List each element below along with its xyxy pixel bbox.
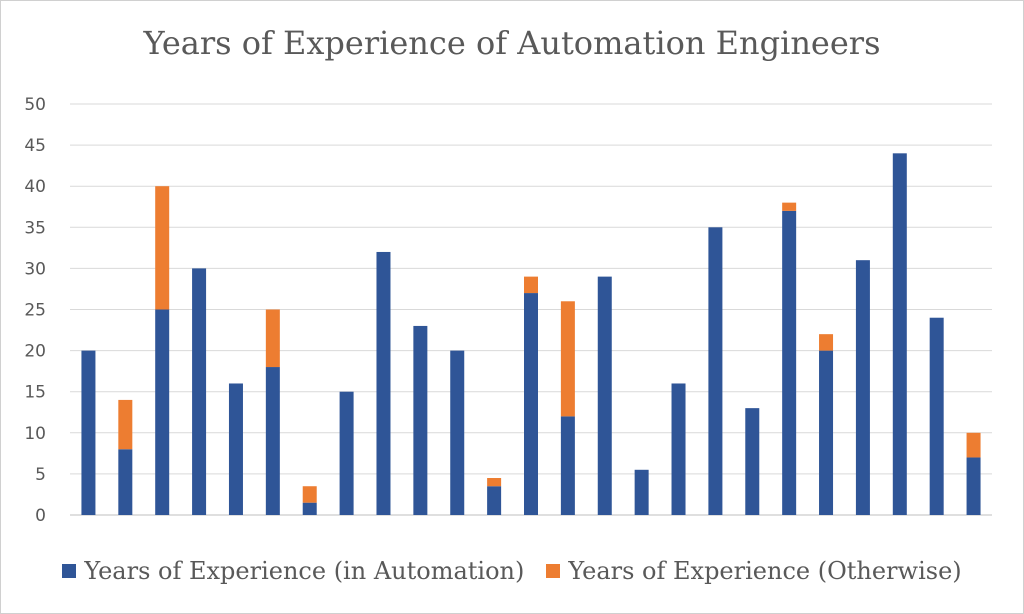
bar-automation bbox=[81, 350, 96, 515]
y-tick-label: 20 bbox=[24, 342, 46, 362]
bar-automation bbox=[671, 383, 686, 515]
legend-label-otherwise: Years of Experience (Otherwise) bbox=[568, 557, 962, 585]
y-tick-label: 5 bbox=[35, 465, 46, 485]
y-tick-label: 40 bbox=[24, 177, 46, 197]
y-tick-label: 45 bbox=[24, 136, 46, 156]
bar-automation bbox=[966, 457, 981, 515]
bar-automation bbox=[524, 293, 538, 515]
bar-otherwise bbox=[487, 478, 502, 487]
y-tick-label: 15 bbox=[24, 383, 46, 403]
legend: Years of Experience (in Automation) Year… bbox=[0, 557, 1024, 585]
y-tick-label: 0 bbox=[35, 506, 46, 526]
bar-automation bbox=[413, 325, 428, 515]
y-tick-label: 25 bbox=[24, 301, 46, 321]
bar-otherwise bbox=[819, 334, 834, 351]
bar-automation bbox=[265, 367, 280, 515]
bar-otherwise bbox=[524, 276, 538, 294]
bar-automation bbox=[708, 227, 723, 516]
bar-otherwise bbox=[302, 486, 317, 503]
bar-automation bbox=[597, 276, 612, 515]
y-axis-ticks: 0 5 10 15 20 25 30 35 40 45 50 bbox=[24, 95, 46, 526]
bar-otherwise bbox=[782, 202, 797, 211]
y-tick-label: 30 bbox=[24, 259, 46, 279]
bar-automation bbox=[634, 469, 649, 515]
bar-automation bbox=[929, 317, 944, 515]
bar-automation bbox=[855, 260, 870, 515]
y-tick-label: 50 bbox=[24, 95, 46, 115]
bar-automation bbox=[745, 408, 760, 515]
bar-otherwise bbox=[118, 399, 133, 450]
bar-automation bbox=[118, 449, 133, 515]
bar-automation bbox=[819, 350, 834, 515]
bar-automation bbox=[302, 502, 317, 515]
legend-label-automation: Years of Experience (in Automation) bbox=[84, 557, 525, 585]
bar-automation bbox=[487, 486, 502, 515]
chart-title: Years of Experience of Automation Engine… bbox=[143, 24, 881, 62]
bar-automation bbox=[228, 383, 243, 515]
bar-otherwise bbox=[560, 301, 575, 417]
legend-swatch-otherwise bbox=[546, 564, 561, 578]
bar-automation bbox=[560, 416, 575, 515]
bar-automation bbox=[450, 350, 465, 515]
bar-automation bbox=[155, 309, 170, 515]
bar-otherwise bbox=[265, 309, 280, 368]
y-tick-label: 10 bbox=[24, 424, 46, 444]
bar-otherwise bbox=[155, 186, 170, 310]
bar-automation bbox=[892, 153, 907, 515]
bar-automation bbox=[339, 391, 354, 515]
legend-swatch-automation bbox=[62, 564, 77, 578]
bars bbox=[81, 153, 981, 516]
bar-automation bbox=[782, 210, 797, 516]
bar-automation bbox=[192, 268, 207, 515]
legend-item-otherwise: Years of Experience (Otherwise) bbox=[546, 557, 962, 585]
bar-otherwise bbox=[966, 432, 981, 458]
y-tick-label: 35 bbox=[24, 218, 46, 238]
legend-item-automation: Years of Experience (in Automation) bbox=[62, 557, 524, 585]
bar-automation bbox=[376, 251, 391, 515]
